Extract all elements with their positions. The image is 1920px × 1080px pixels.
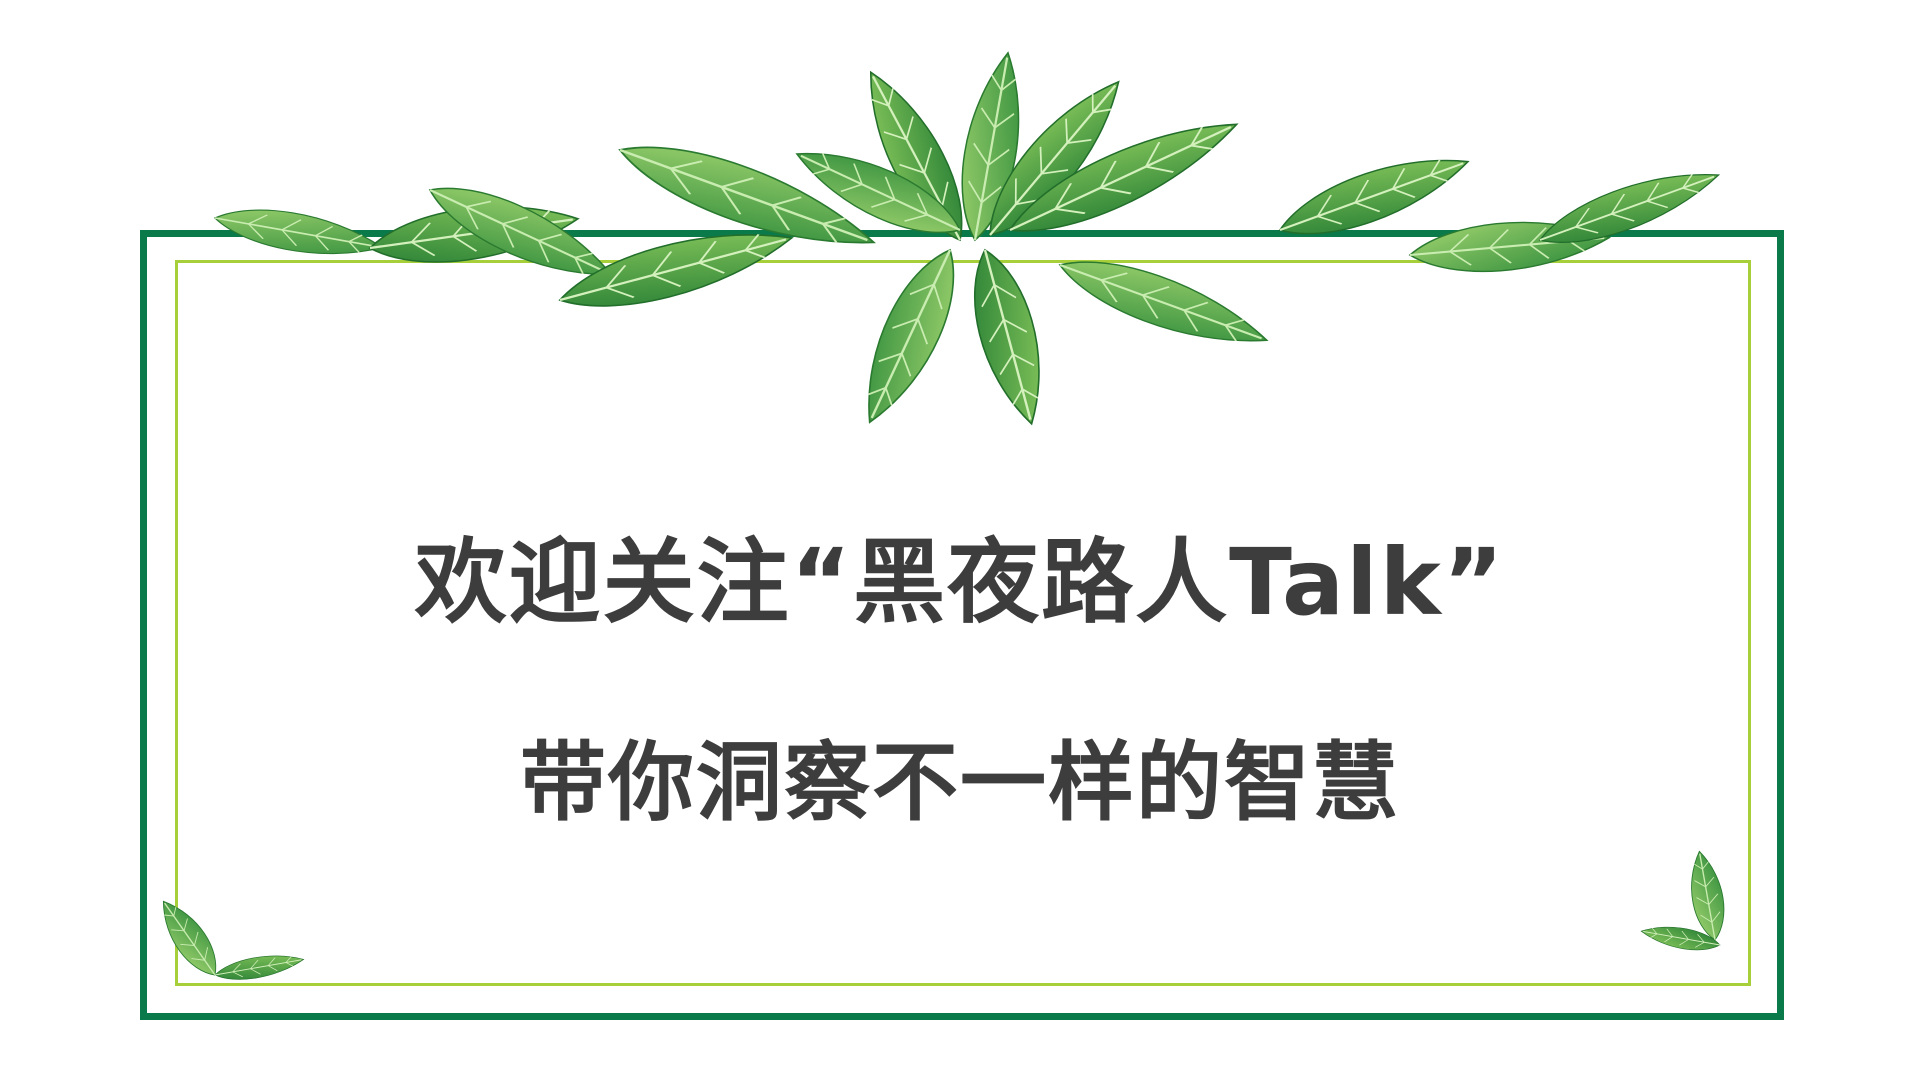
subheadline-text: 带你洞察不一样的智慧	[520, 733, 1400, 833]
inner-frame-border	[175, 260, 1751, 986]
outer-frame-border	[140, 230, 1784, 1020]
leaf-corner-bottom-left	[150, 891, 307, 986]
leaf-corner-bottom-right	[1638, 848, 1731, 956]
headline-text: 欢迎关注“黑夜路人Talk”	[414, 529, 1506, 636]
leaf-garland-top	[210, 47, 1727, 436]
